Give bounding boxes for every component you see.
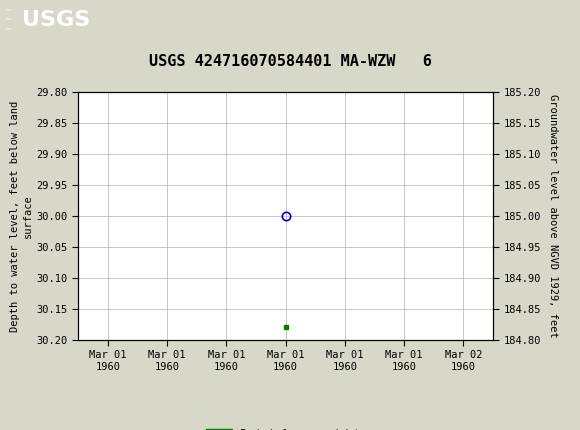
Text: ~
~
~: ~ ~ ~ <box>6 6 12 35</box>
Text: USGS 424716070584401 MA-WZW   6: USGS 424716070584401 MA-WZW 6 <box>148 54 432 69</box>
Y-axis label: Groundwater level above NGVD 1929, feet: Groundwater level above NGVD 1929, feet <box>548 94 557 338</box>
Legend: Period of approved data: Period of approved data <box>202 425 369 430</box>
Text: USGS: USGS <box>22 10 90 31</box>
Y-axis label: Depth to water level, feet below land
surface: Depth to water level, feet below land su… <box>10 101 32 332</box>
